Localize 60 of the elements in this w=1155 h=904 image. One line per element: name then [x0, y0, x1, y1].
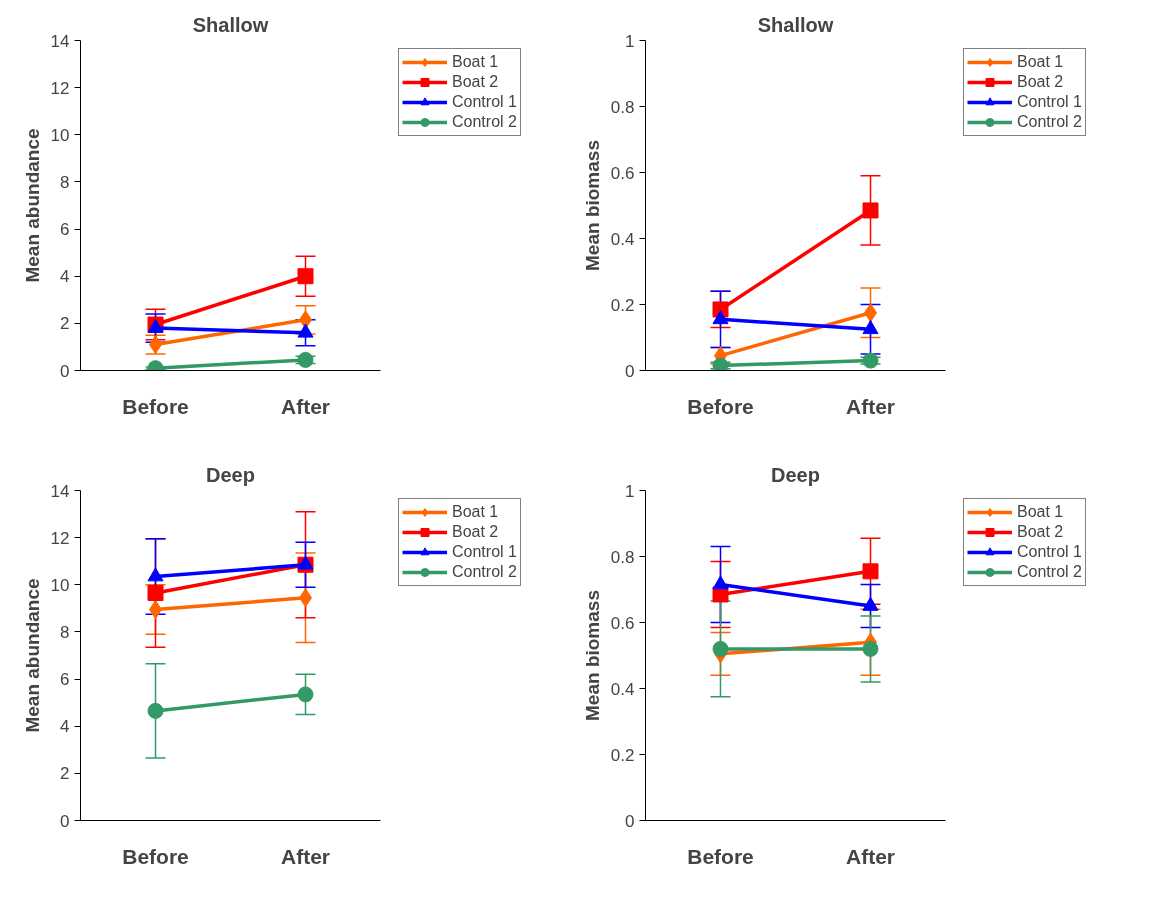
y-tick-label: 14: [50, 481, 70, 501]
y-tick-label: 8: [60, 622, 70, 642]
y-tick-label: 14: [50, 31, 70, 51]
legend-label: Boat 1: [452, 502, 499, 522]
y-tick-label: 6: [60, 220, 70, 240]
legend-label: Control 1: [452, 542, 517, 562]
y-tick-label: 0: [60, 361, 70, 381]
y-tick-label: 2: [60, 314, 70, 334]
y-axis-title: Mean abundance: [21, 578, 43, 733]
legend-label: Boat 2: [452, 522, 499, 542]
y-tick-label: 1: [625, 481, 635, 501]
y-tick-label: 0.8: [610, 547, 635, 567]
y-tick-label: 8: [60, 172, 70, 192]
x-tick-label: After: [281, 394, 331, 418]
y-tick-label: 0: [625, 811, 635, 831]
y-tick-label: 6: [60, 670, 70, 690]
legend-label: Boat 1: [452, 52, 499, 72]
y-tick-label: 12: [50, 78, 70, 98]
legend-label: Boat 1: [1017, 52, 1064, 72]
chart-title: Deep: [771, 463, 820, 486]
y-axis-title: Mean abundance: [21, 128, 43, 283]
legend-label: Control 2: [1017, 562, 1082, 582]
y-tick-label: 0.6: [610, 163, 635, 183]
legend-label: Boat 2: [452, 72, 499, 92]
legend-label: Boat 1: [1017, 502, 1064, 522]
legend-label: Control 1: [1017, 92, 1082, 112]
legend-label: Control 2: [452, 562, 517, 582]
y-tick-label: 0: [60, 811, 70, 831]
x-tick-label: After: [846, 394, 896, 418]
y-tick-label: 0.2: [610, 295, 635, 315]
y-tick-label: 4: [60, 267, 70, 287]
y-tick-label: 0.4: [610, 679, 635, 699]
y-tick-label: 0.2: [610, 745, 635, 765]
legend-label: Control 2: [1017, 112, 1082, 132]
y-axis-title: Mean biomass: [581, 140, 603, 271]
y-tick-label: 2: [60, 764, 70, 784]
legend-label: Control 1: [452, 92, 517, 112]
y-tick-label: 0.8: [610, 97, 635, 117]
legend-label: Boat 2: [1017, 72, 1064, 92]
legend-label: Control 1: [1017, 542, 1082, 562]
legend-label: Boat 2: [1017, 522, 1064, 542]
y-tick-label: 1: [625, 31, 635, 51]
x-tick-label: Before: [122, 844, 189, 868]
y-tick-label: 10: [50, 125, 70, 145]
y-tick-label: 0.4: [610, 229, 635, 249]
x-tick-label: Before: [122, 394, 189, 418]
chart-title: Shallow: [757, 13, 834, 36]
y-tick-label: 0: [625, 361, 635, 381]
y-tick-label: 12: [50, 528, 70, 548]
chart-title: Shallow: [192, 13, 269, 36]
x-tick-label: After: [281, 844, 331, 868]
y-tick-label: 10: [50, 575, 70, 595]
y-tick-label: 0.6: [610, 613, 635, 633]
x-tick-label: After: [846, 844, 896, 868]
y-tick-label: 4: [60, 717, 70, 737]
x-tick-label: Before: [687, 844, 754, 868]
x-tick-label: Before: [687, 394, 754, 418]
chart-title: Deep: [206, 463, 255, 486]
y-axis-title: Mean biomass: [581, 590, 603, 721]
legend-label: Control 2: [452, 112, 517, 132]
